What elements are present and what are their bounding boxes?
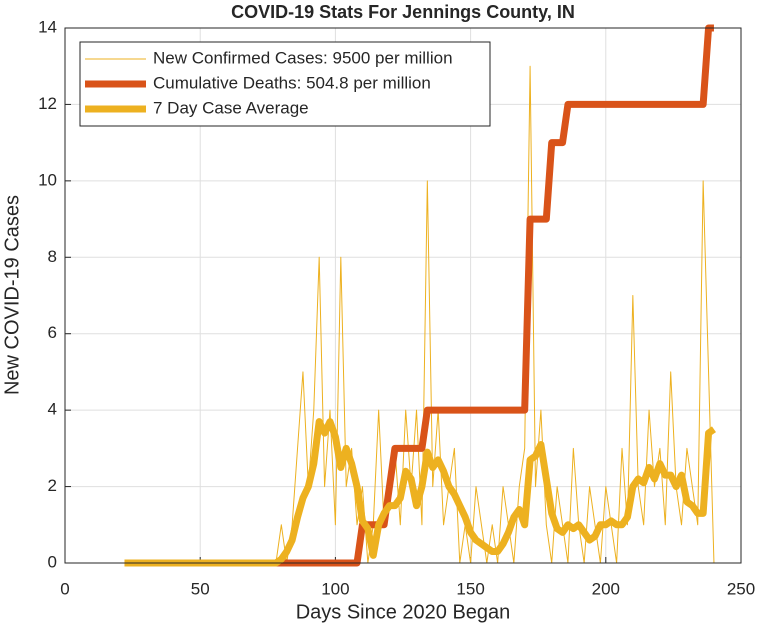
x-tick-label: 200 — [592, 579, 620, 598]
legend: New Confirmed Cases: 9500 per million Cum… — [79, 41, 491, 127]
y-tick-label: 4 — [48, 400, 57, 419]
legend-box — [79, 41, 491, 127]
x-tick-label: 150 — [456, 579, 484, 598]
chart-title: COVID-19 Stats For Jennings County, IN — [231, 2, 575, 22]
x-tick-label: 100 — [321, 579, 349, 598]
legend-label: Cumulative Deaths: 504.8 per million — [153, 73, 431, 92]
y-tick-label: 2 — [48, 476, 57, 495]
y-tick-label: 10 — [38, 170, 57, 189]
x-tick-label: 250 — [727, 579, 755, 598]
x-axis-label: Days Since 2020 Began — [296, 601, 511, 623]
y-tick-label: 0 — [48, 552, 57, 571]
y-tick-label: 12 — [38, 94, 57, 113]
y-tick-label: 8 — [48, 247, 57, 266]
x-tick-label: 0 — [60, 579, 69, 598]
y-tick-label: 6 — [48, 323, 57, 342]
y-axis-label: New COVID-19 Cases — [1, 195, 23, 395]
x-tick-label: 50 — [191, 579, 210, 598]
plot-frame — [64, 27, 742, 564]
legend-label: New Confirmed Cases: 9500 per million — [153, 48, 453, 67]
legend-label: 7 Day Case Average — [153, 98, 309, 117]
y-tick-label: 14 — [38, 17, 57, 36]
